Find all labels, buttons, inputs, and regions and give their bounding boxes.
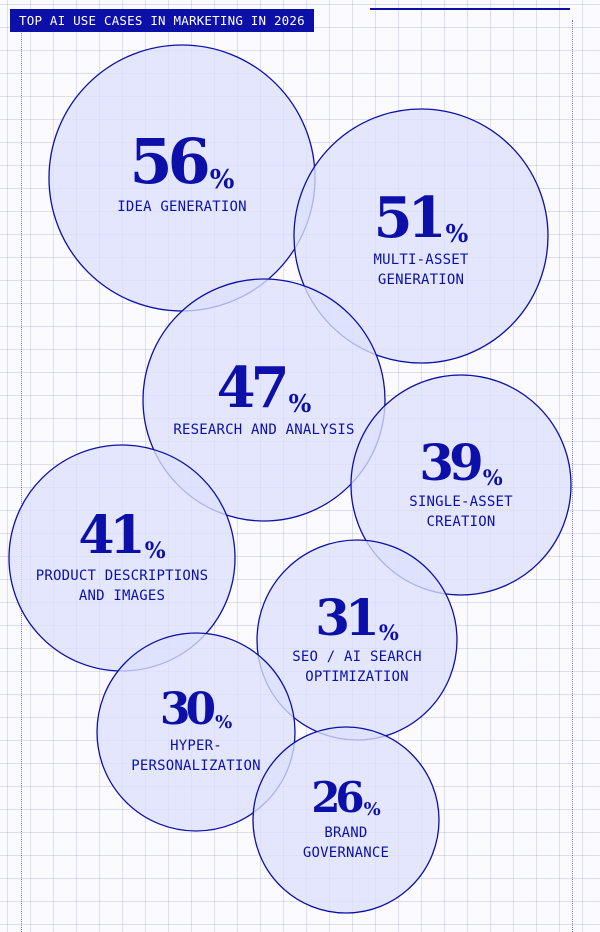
chart-title: TOP AI USE CASES IN MARKETING IN 2026: [10, 9, 314, 32]
title-rule: [370, 8, 570, 10]
guide-line-right: [572, 20, 573, 932]
bubble-brand-governance: [252, 726, 440, 914]
bubble-research-and-analysis: [142, 278, 386, 522]
bubble-hyper-personalization: [96, 632, 296, 832]
bubble-idea-generation: [48, 44, 316, 312]
bubble-multi-asset-generation: [293, 108, 549, 364]
bubble-single-asset-creation: [350, 374, 572, 596]
guide-line-left: [21, 20, 22, 932]
